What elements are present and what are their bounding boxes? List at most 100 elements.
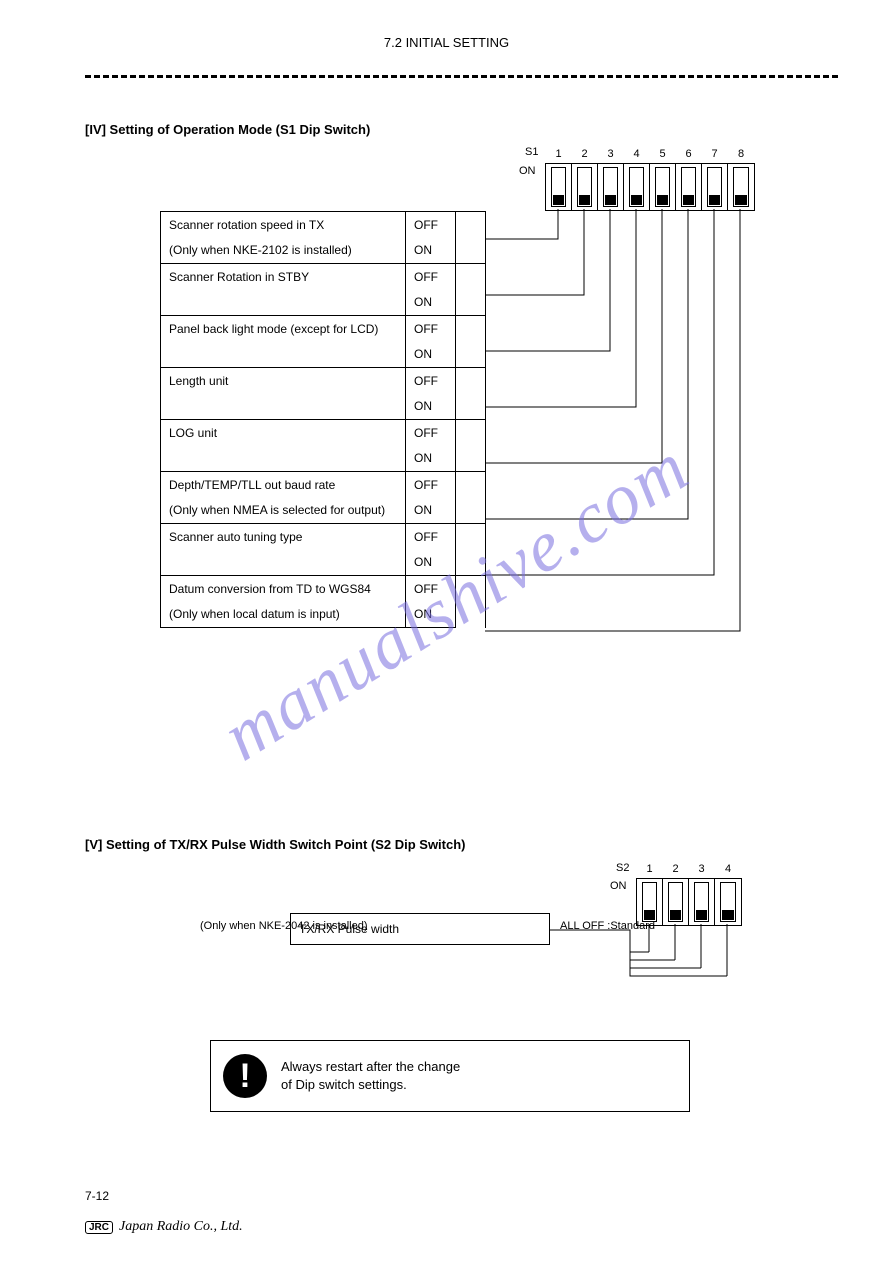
dip-pin-number: 4 [715,863,741,875]
dip-slot: 8 [728,164,754,210]
table-row: (Only when local datum is input)ON [161,602,486,628]
wire-anchor-cell [456,576,486,628]
setting-name-cell: (Only when NMEA is selected for output) [161,498,406,524]
txrx-box: TX/RX Pulse width [290,913,550,945]
wire-anchor-cell [456,368,486,420]
setting-state-cell: ON [406,342,456,368]
dip-slot: 3 [689,879,715,925]
setting-name-cell: Scanner rotation speed in TX [161,212,406,238]
dip-knob [670,910,681,920]
dip-slot: 1 [637,879,663,925]
caution-line-1: Always restart after the change [281,1058,460,1076]
table-row: ON [161,342,486,368]
table-row: Scanner Rotation in STBYOFF [161,264,486,290]
caution-icon: ! [223,1054,267,1098]
setting-name-cell [161,290,406,316]
dip-knob [722,910,734,920]
wire-anchor-cell [456,264,486,316]
setting-state-cell: OFF [406,472,456,498]
setting-name-cell [161,550,406,576]
dip-slot: 2 [663,879,689,925]
dip-knob [657,195,668,205]
table-row: LOG unitOFF [161,420,486,446]
setting-name-cell [161,342,406,368]
dip-slot: 4 [715,879,741,925]
table-row: (Only when NKE-2102 is installed)ON [161,238,486,264]
dip-pin-number: 6 [676,148,701,160]
table-row: (Only when NMEA is selected for output)O… [161,498,486,524]
table-row: Panel back light mode (except for LCD)OF… [161,316,486,342]
section-a-title: [IV] Setting of Operation Mode (S1 Dip S… [85,122,370,137]
caution-box: ! Always restart after the change of Dip… [210,1040,690,1112]
caution-line-2: of Dip switch settings. [281,1076,460,1094]
wire-anchor-cell [456,472,486,524]
dip-knob [553,195,564,205]
dip-slot: 4 [624,164,650,210]
setting-state-cell: ON [406,238,456,264]
dip-slot: 6 [676,164,702,210]
dip-switch-s1: 12345678 [545,163,755,211]
setting-state-cell: OFF [406,368,456,394]
wire-anchor-cell [456,316,486,368]
dip-pin-number: 8 [728,148,754,160]
dip-knob [605,195,616,205]
setting-name-cell [161,394,406,420]
dip-pin-number: 5 [650,148,675,160]
setting-name-cell [161,446,406,472]
setting-name-cell: Panel back light mode (except for LCD) [161,316,406,342]
dip-pin-number: 3 [598,148,623,160]
page-number: 7-12 [85,1189,109,1203]
table-row: ON [161,290,486,316]
setting-state-cell: ON [406,394,456,420]
txrx-note-right: ALL OFF :Standard [560,920,655,932]
dip-s2-label: S2 [616,862,629,874]
setting-state-cell: OFF [406,212,456,238]
dip-pin-number: 1 [637,863,662,875]
footer-logo: JRC Japan Radio Co., Ltd. [85,1219,243,1235]
dip-slot: 3 [598,164,624,210]
settings-table: Scanner rotation speed in TXOFF(Only whe… [160,211,486,628]
dip-slot: 7 [702,164,728,210]
wire-anchor-cell [456,212,486,264]
setting-state-cell: OFF [406,316,456,342]
page-header: 7.2 INITIAL SETTING [0,35,893,50]
table-row: Depth/TEMP/TLL out baud rateOFF [161,472,486,498]
setting-state-cell: ON [406,602,456,628]
wire-anchor-cell [456,420,486,472]
dip-pin-number: 1 [546,148,571,160]
dip-knob [579,195,590,205]
dip-knob [735,195,747,205]
dip-pin-number: 4 [624,148,649,160]
dip-pin-number: 2 [663,863,688,875]
setting-name-cell: Scanner Rotation in STBY [161,264,406,290]
setting-name-cell: (Only when local datum is input) [161,602,406,628]
dip-pin-number: 2 [572,148,597,160]
dip-s1-label: S1 [525,146,538,158]
dip-knob [631,195,642,205]
setting-state-cell: OFF [406,576,456,602]
dip-knob [696,910,707,920]
wire-anchor-cell [456,524,486,576]
setting-name-cell: Datum conversion from TD to WGS84 [161,576,406,602]
dip-knob [683,195,694,205]
table-row: Scanner auto tuning typeOFF [161,524,486,550]
setting-state-cell: OFF [406,420,456,446]
setting-name-cell: Length unit [161,368,406,394]
caution-text: Always restart after the change of Dip s… [281,1058,460,1093]
setting-state-cell: OFF [406,264,456,290]
table-row: ON [161,550,486,576]
table-row: Length unitOFF [161,368,486,394]
dip-knob [644,910,655,920]
dip-slot: 1 [546,164,572,210]
table-row: ON [161,394,486,420]
dip-slot: 5 [650,164,676,210]
setting-state-cell: ON [406,290,456,316]
dip-s1-on-label: ON [519,165,536,177]
dip-knob [709,195,720,205]
setting-state-cell: ON [406,498,456,524]
setting-name-cell: Scanner auto tuning type [161,524,406,550]
setting-name-cell: Depth/TEMP/TLL out baud rate [161,472,406,498]
setting-state-cell: ON [406,550,456,576]
setting-state-cell: ON [406,446,456,472]
table-row: Scanner rotation speed in TXOFF [161,212,486,238]
